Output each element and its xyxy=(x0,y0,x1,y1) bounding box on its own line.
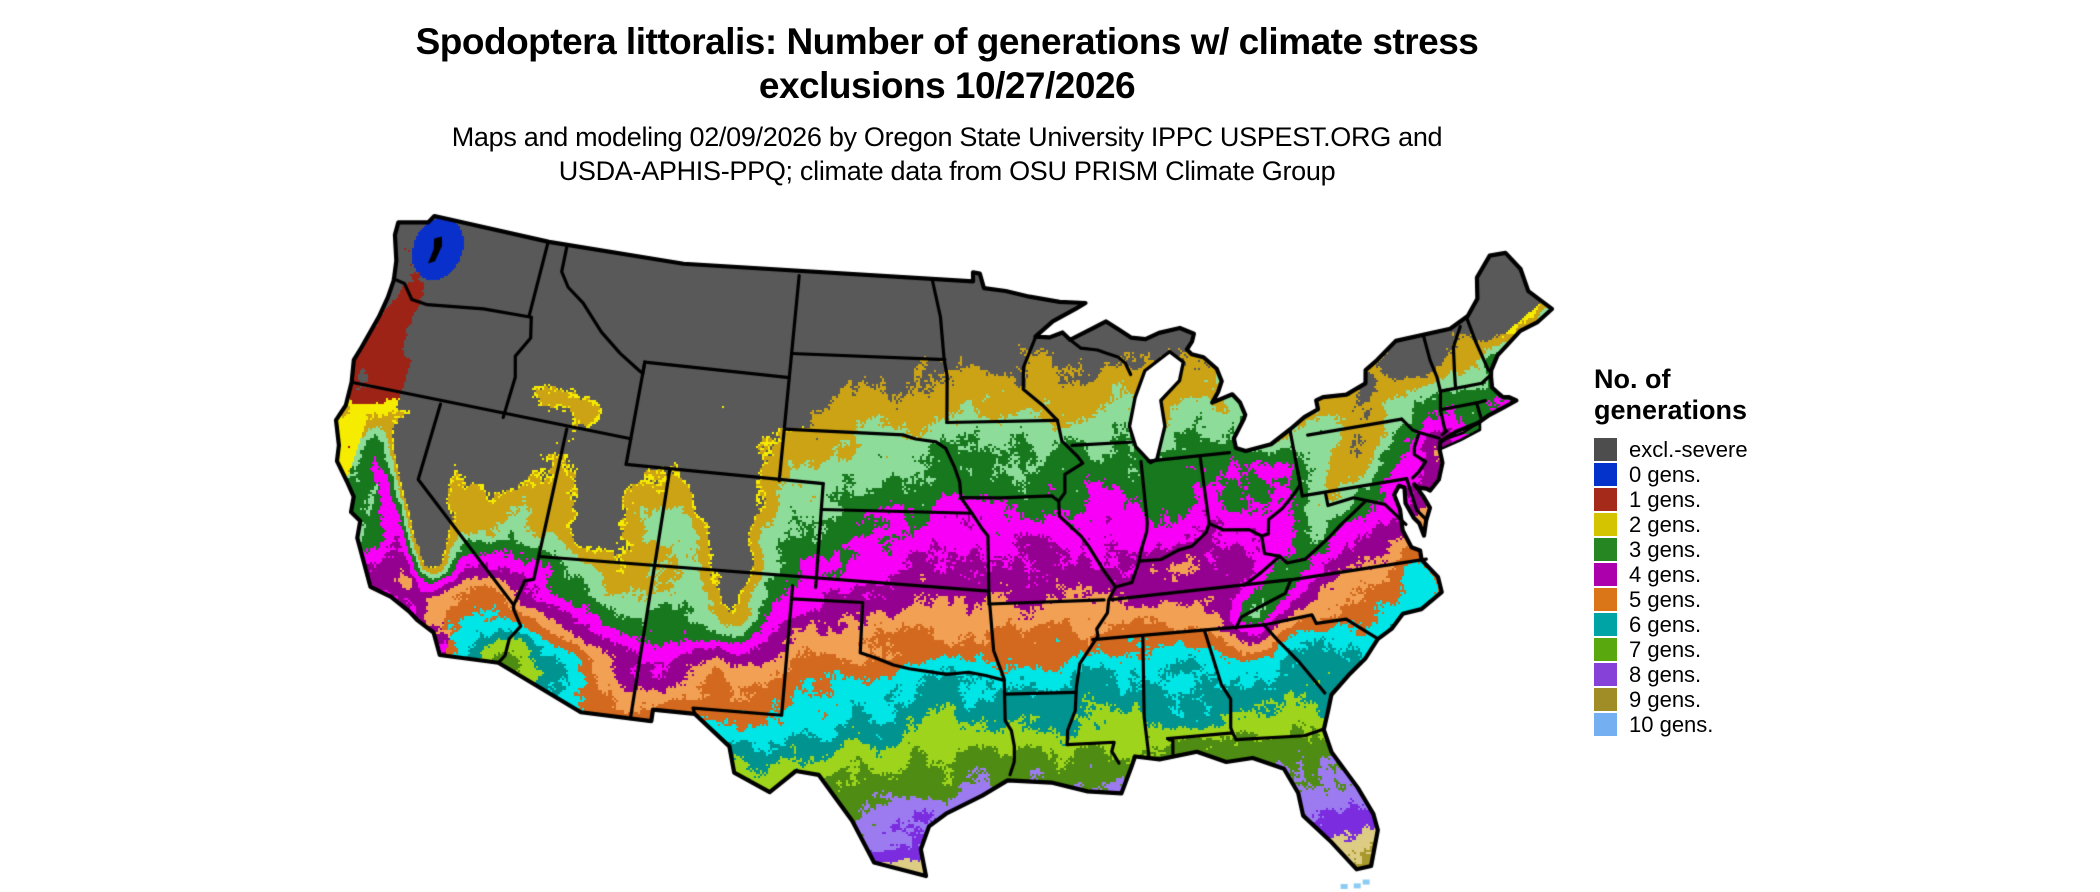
legend-label: 10 gens. xyxy=(1629,712,1714,737)
legend-swatch xyxy=(1594,688,1617,711)
legend-label: 2 gens. xyxy=(1629,512,1702,537)
legend-label: 1 gens. xyxy=(1629,487,1702,512)
legend-item: 5 gens. xyxy=(1594,587,1748,612)
legend-swatch xyxy=(1594,638,1617,661)
legend-title: No. of generations xyxy=(1594,364,1748,426)
legend-label: 8 gens. xyxy=(1629,662,1702,687)
legend-label: 6 gens. xyxy=(1629,612,1702,637)
legend-label: 7 gens. xyxy=(1629,637,1702,662)
legend-item: 1 gens. xyxy=(1594,487,1748,512)
legend-item: 2 gens. xyxy=(1594,512,1748,537)
legend-swatch xyxy=(1594,513,1617,536)
legend-label: 5 gens. xyxy=(1629,587,1702,612)
legend-swatch xyxy=(1594,538,1617,561)
legend-swatch xyxy=(1594,713,1617,736)
legend-swatch xyxy=(1594,438,1617,461)
legend-item: excl.-severe xyxy=(1594,437,1748,462)
legend-item: 8 gens. xyxy=(1594,662,1748,687)
legend-swatch xyxy=(1594,463,1617,486)
legend-item: 3 gens. xyxy=(1594,537,1748,562)
legend-swatch xyxy=(1594,488,1617,511)
legend-item: 0 gens. xyxy=(1594,462,1748,487)
legend-label: 9 gens. xyxy=(1629,687,1702,712)
legend-label: 4 gens. xyxy=(1629,562,1702,587)
legend-items: excl.-severe 0 gens. 1 gens. 2 gens. 3 gens.… xyxy=(1594,437,1748,737)
legend-label: 0 gens. xyxy=(1629,462,1702,487)
legend-title-line-2: generations xyxy=(1594,395,1748,425)
legend-item: 6 gens. xyxy=(1594,612,1748,637)
legend-item: 9 gens. xyxy=(1594,687,1748,712)
legend-swatch xyxy=(1594,563,1617,586)
legend: No. of generations excl.-severe 0 gens. 1 … xyxy=(1594,364,1748,737)
legend-item: 7 gens. xyxy=(1594,637,1748,662)
legend-swatch xyxy=(1594,663,1617,686)
legend-title-line-1: No. of xyxy=(1594,364,1671,394)
legend-item: 10 gens. xyxy=(1594,712,1748,737)
legend-label: excl.-severe xyxy=(1629,437,1748,462)
legend-swatch xyxy=(1594,588,1617,611)
legend-label: 3 gens. xyxy=(1629,537,1702,562)
legend-item: 4 gens. xyxy=(1594,562,1748,587)
legend-swatch xyxy=(1594,613,1617,636)
